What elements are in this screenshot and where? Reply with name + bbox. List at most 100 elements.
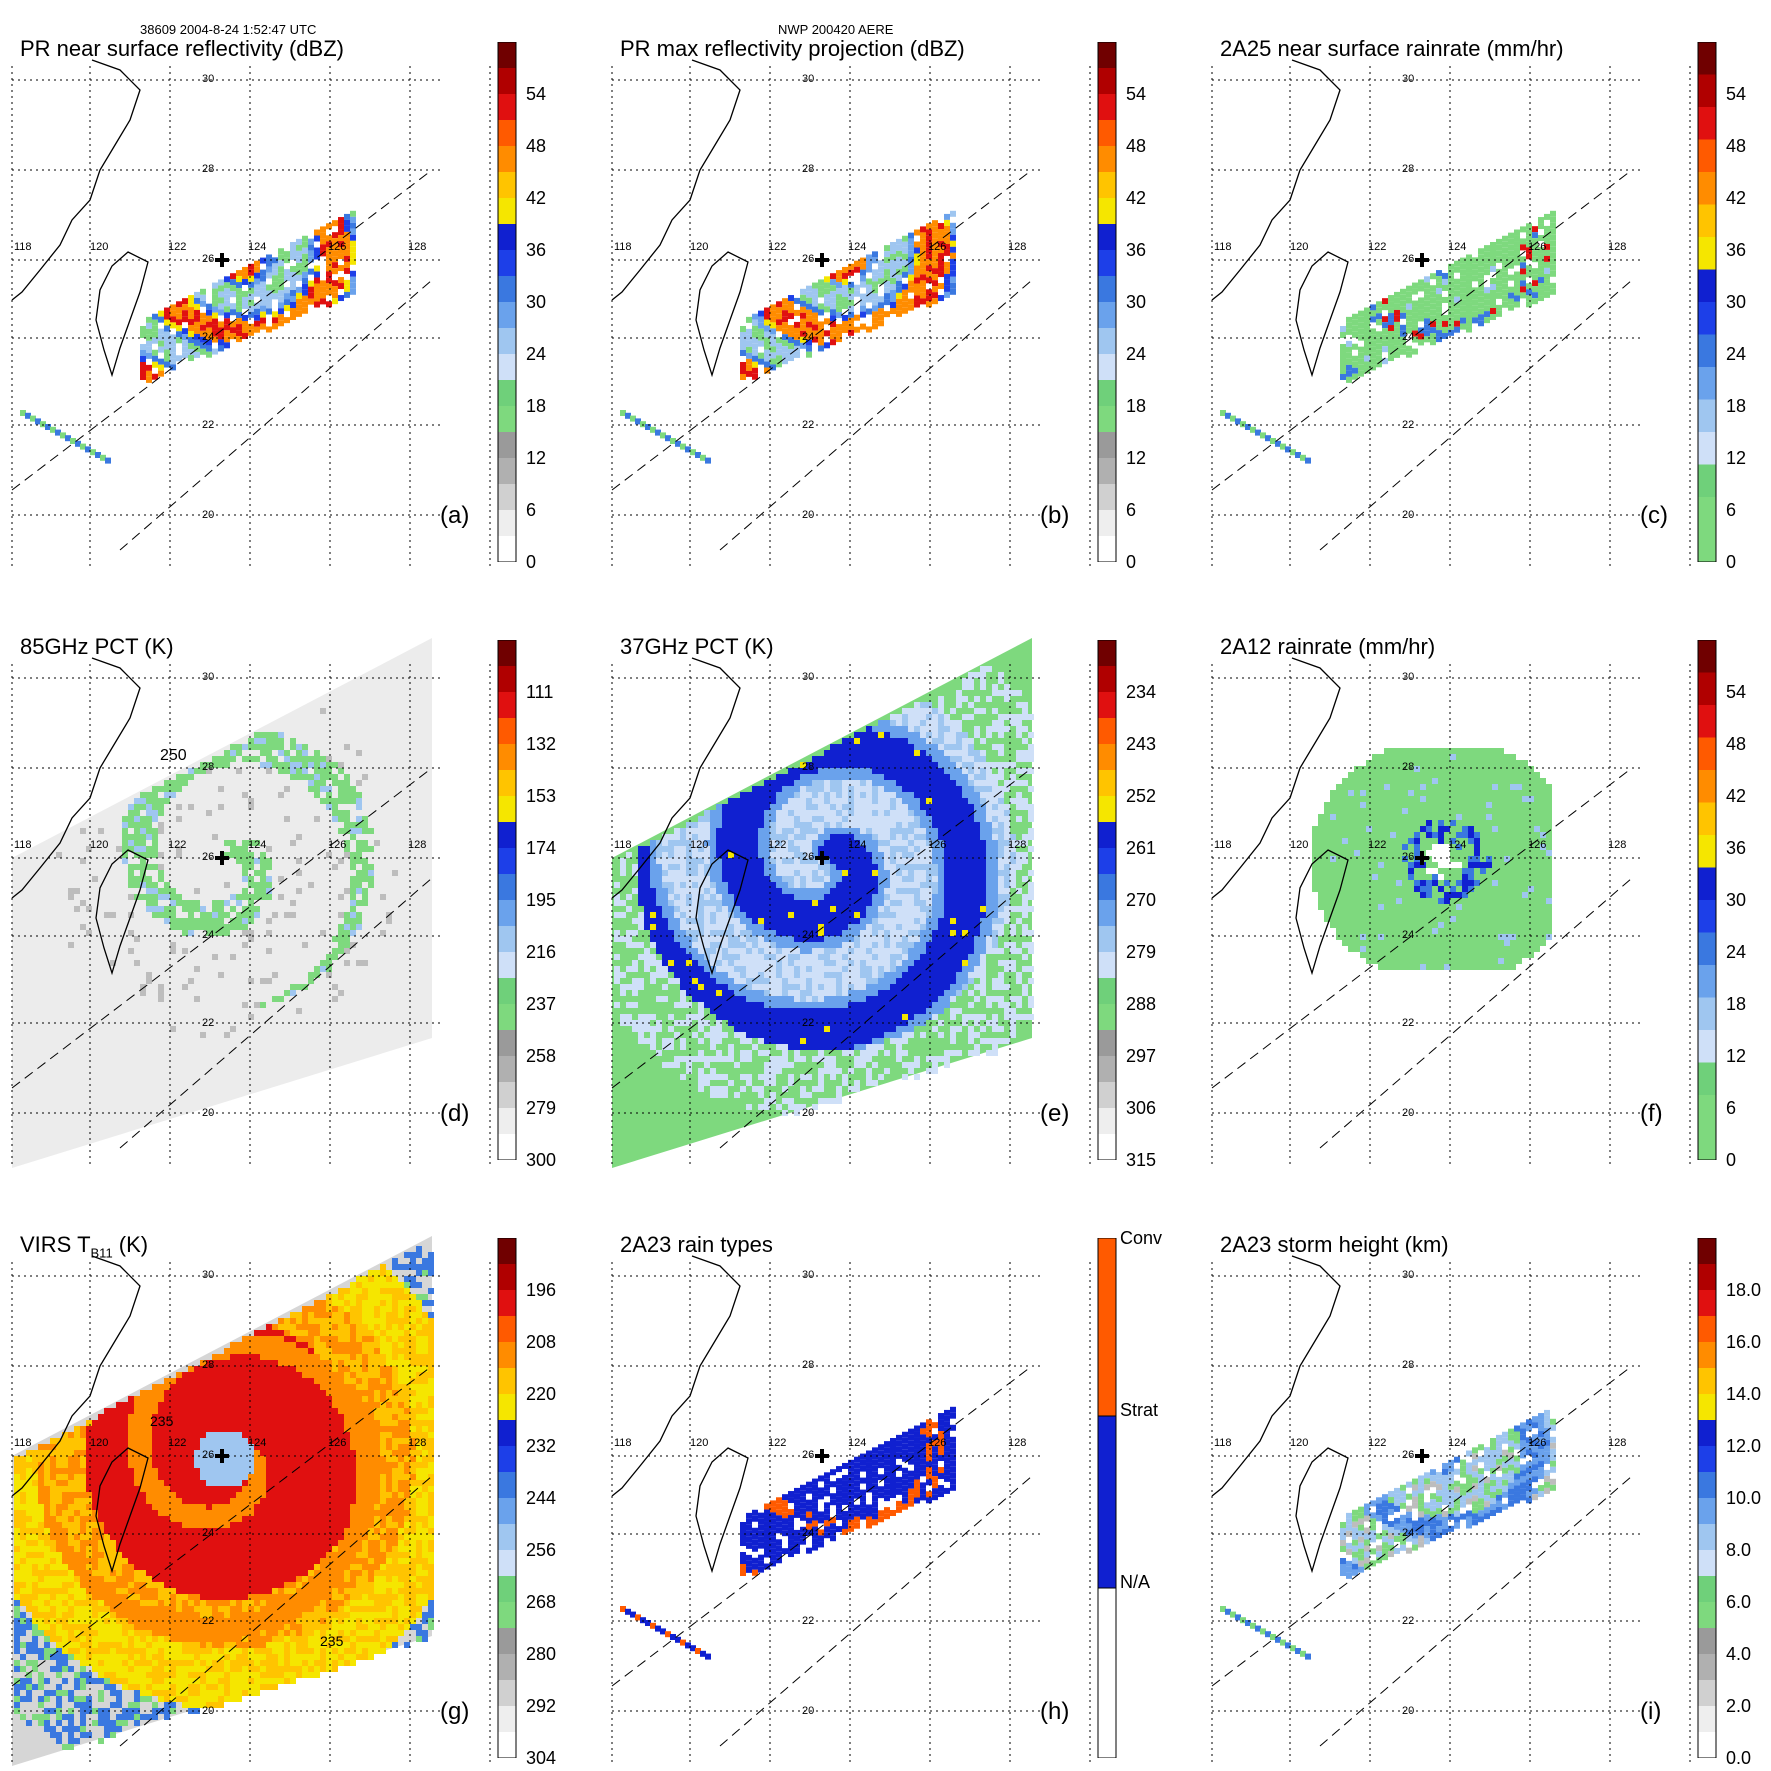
pixel xyxy=(740,332,746,338)
china-coastline xyxy=(611,59,741,301)
pixel xyxy=(236,282,242,289)
pixel xyxy=(812,822,818,828)
pixel xyxy=(938,840,944,846)
colorbar-segment xyxy=(498,796,516,823)
pixel xyxy=(746,816,752,822)
lat-label: 30 xyxy=(1402,73,1414,85)
pixel xyxy=(830,1002,836,1008)
pixel xyxy=(872,1062,878,1068)
pixel xyxy=(968,1038,974,1044)
pixel xyxy=(842,1050,848,1056)
pixel xyxy=(902,990,908,996)
pixel xyxy=(746,1080,752,1086)
pixel xyxy=(932,828,938,834)
pixel xyxy=(722,978,728,984)
pixel xyxy=(698,876,704,882)
pixel xyxy=(950,210,956,217)
pixel xyxy=(932,768,938,774)
pixel xyxy=(170,322,176,329)
pixel xyxy=(728,990,734,996)
pixel xyxy=(650,954,656,960)
pixel xyxy=(290,756,296,762)
pixel xyxy=(758,358,764,365)
pixel xyxy=(908,906,914,912)
pixel xyxy=(890,1008,896,1014)
pixel xyxy=(890,978,896,984)
pixel xyxy=(302,762,308,768)
pixel xyxy=(818,864,824,870)
pixel xyxy=(878,1044,884,1050)
pixel xyxy=(644,894,650,900)
pixel xyxy=(128,864,134,870)
pixel xyxy=(170,304,176,311)
pixel xyxy=(854,876,860,882)
pixel xyxy=(878,996,884,1002)
pixel xyxy=(716,1008,722,1014)
pixel xyxy=(914,846,920,852)
pixel xyxy=(740,810,746,816)
pixel xyxy=(830,1056,836,1062)
pixel xyxy=(920,912,926,918)
pixel xyxy=(860,1020,866,1026)
pixel xyxy=(974,894,980,900)
pixel xyxy=(872,1032,878,1038)
pixel xyxy=(182,310,188,317)
pixel xyxy=(842,930,848,936)
pixel xyxy=(974,918,980,924)
pixel xyxy=(224,912,230,918)
pixel xyxy=(920,984,926,990)
pixel xyxy=(914,1062,920,1068)
pixel xyxy=(752,960,758,966)
pixel xyxy=(908,822,914,828)
pixel xyxy=(806,333,812,340)
pixel xyxy=(710,834,716,840)
pixel xyxy=(1400,312,1406,319)
pixel xyxy=(764,990,770,996)
pixel xyxy=(872,287,878,294)
pixel xyxy=(992,816,998,822)
pixel xyxy=(776,1038,782,1044)
pixel xyxy=(734,882,740,888)
pixel xyxy=(938,960,944,966)
pixel xyxy=(920,864,926,870)
pixel xyxy=(746,852,752,858)
pixel xyxy=(956,1050,962,1056)
pixel xyxy=(740,864,746,870)
pixel xyxy=(134,876,140,882)
colorbar-tick: 6 xyxy=(526,500,537,520)
pixel xyxy=(140,846,146,852)
pixel xyxy=(884,1032,890,1038)
pixel xyxy=(926,732,932,738)
pixel xyxy=(788,882,794,888)
pixel xyxy=(974,930,980,936)
pixel xyxy=(770,798,776,804)
pixel xyxy=(776,792,782,798)
pixel xyxy=(740,846,746,852)
pixel xyxy=(758,996,764,1002)
pixel xyxy=(242,266,248,273)
pixel xyxy=(224,756,230,762)
colorbar-segment xyxy=(1098,42,1116,69)
pixel xyxy=(902,235,908,242)
lon-label: 120 xyxy=(90,241,108,253)
pixel xyxy=(1436,300,1442,307)
pixel xyxy=(896,804,902,810)
pixel xyxy=(932,780,938,786)
pixel xyxy=(986,780,992,786)
pixel xyxy=(800,894,806,900)
pixel xyxy=(890,786,896,792)
pixel xyxy=(800,1026,806,1032)
pixel xyxy=(920,954,926,960)
pixel xyxy=(818,1086,824,1092)
pixel xyxy=(362,960,368,966)
pixel xyxy=(236,744,242,750)
pixel xyxy=(338,936,344,942)
pixel xyxy=(296,304,302,311)
pixel xyxy=(242,942,248,948)
pixel xyxy=(782,346,788,353)
pixel xyxy=(764,858,770,864)
pixel xyxy=(710,822,716,828)
pixel xyxy=(926,846,932,852)
pixel xyxy=(1376,349,1382,356)
pixel xyxy=(320,232,326,239)
